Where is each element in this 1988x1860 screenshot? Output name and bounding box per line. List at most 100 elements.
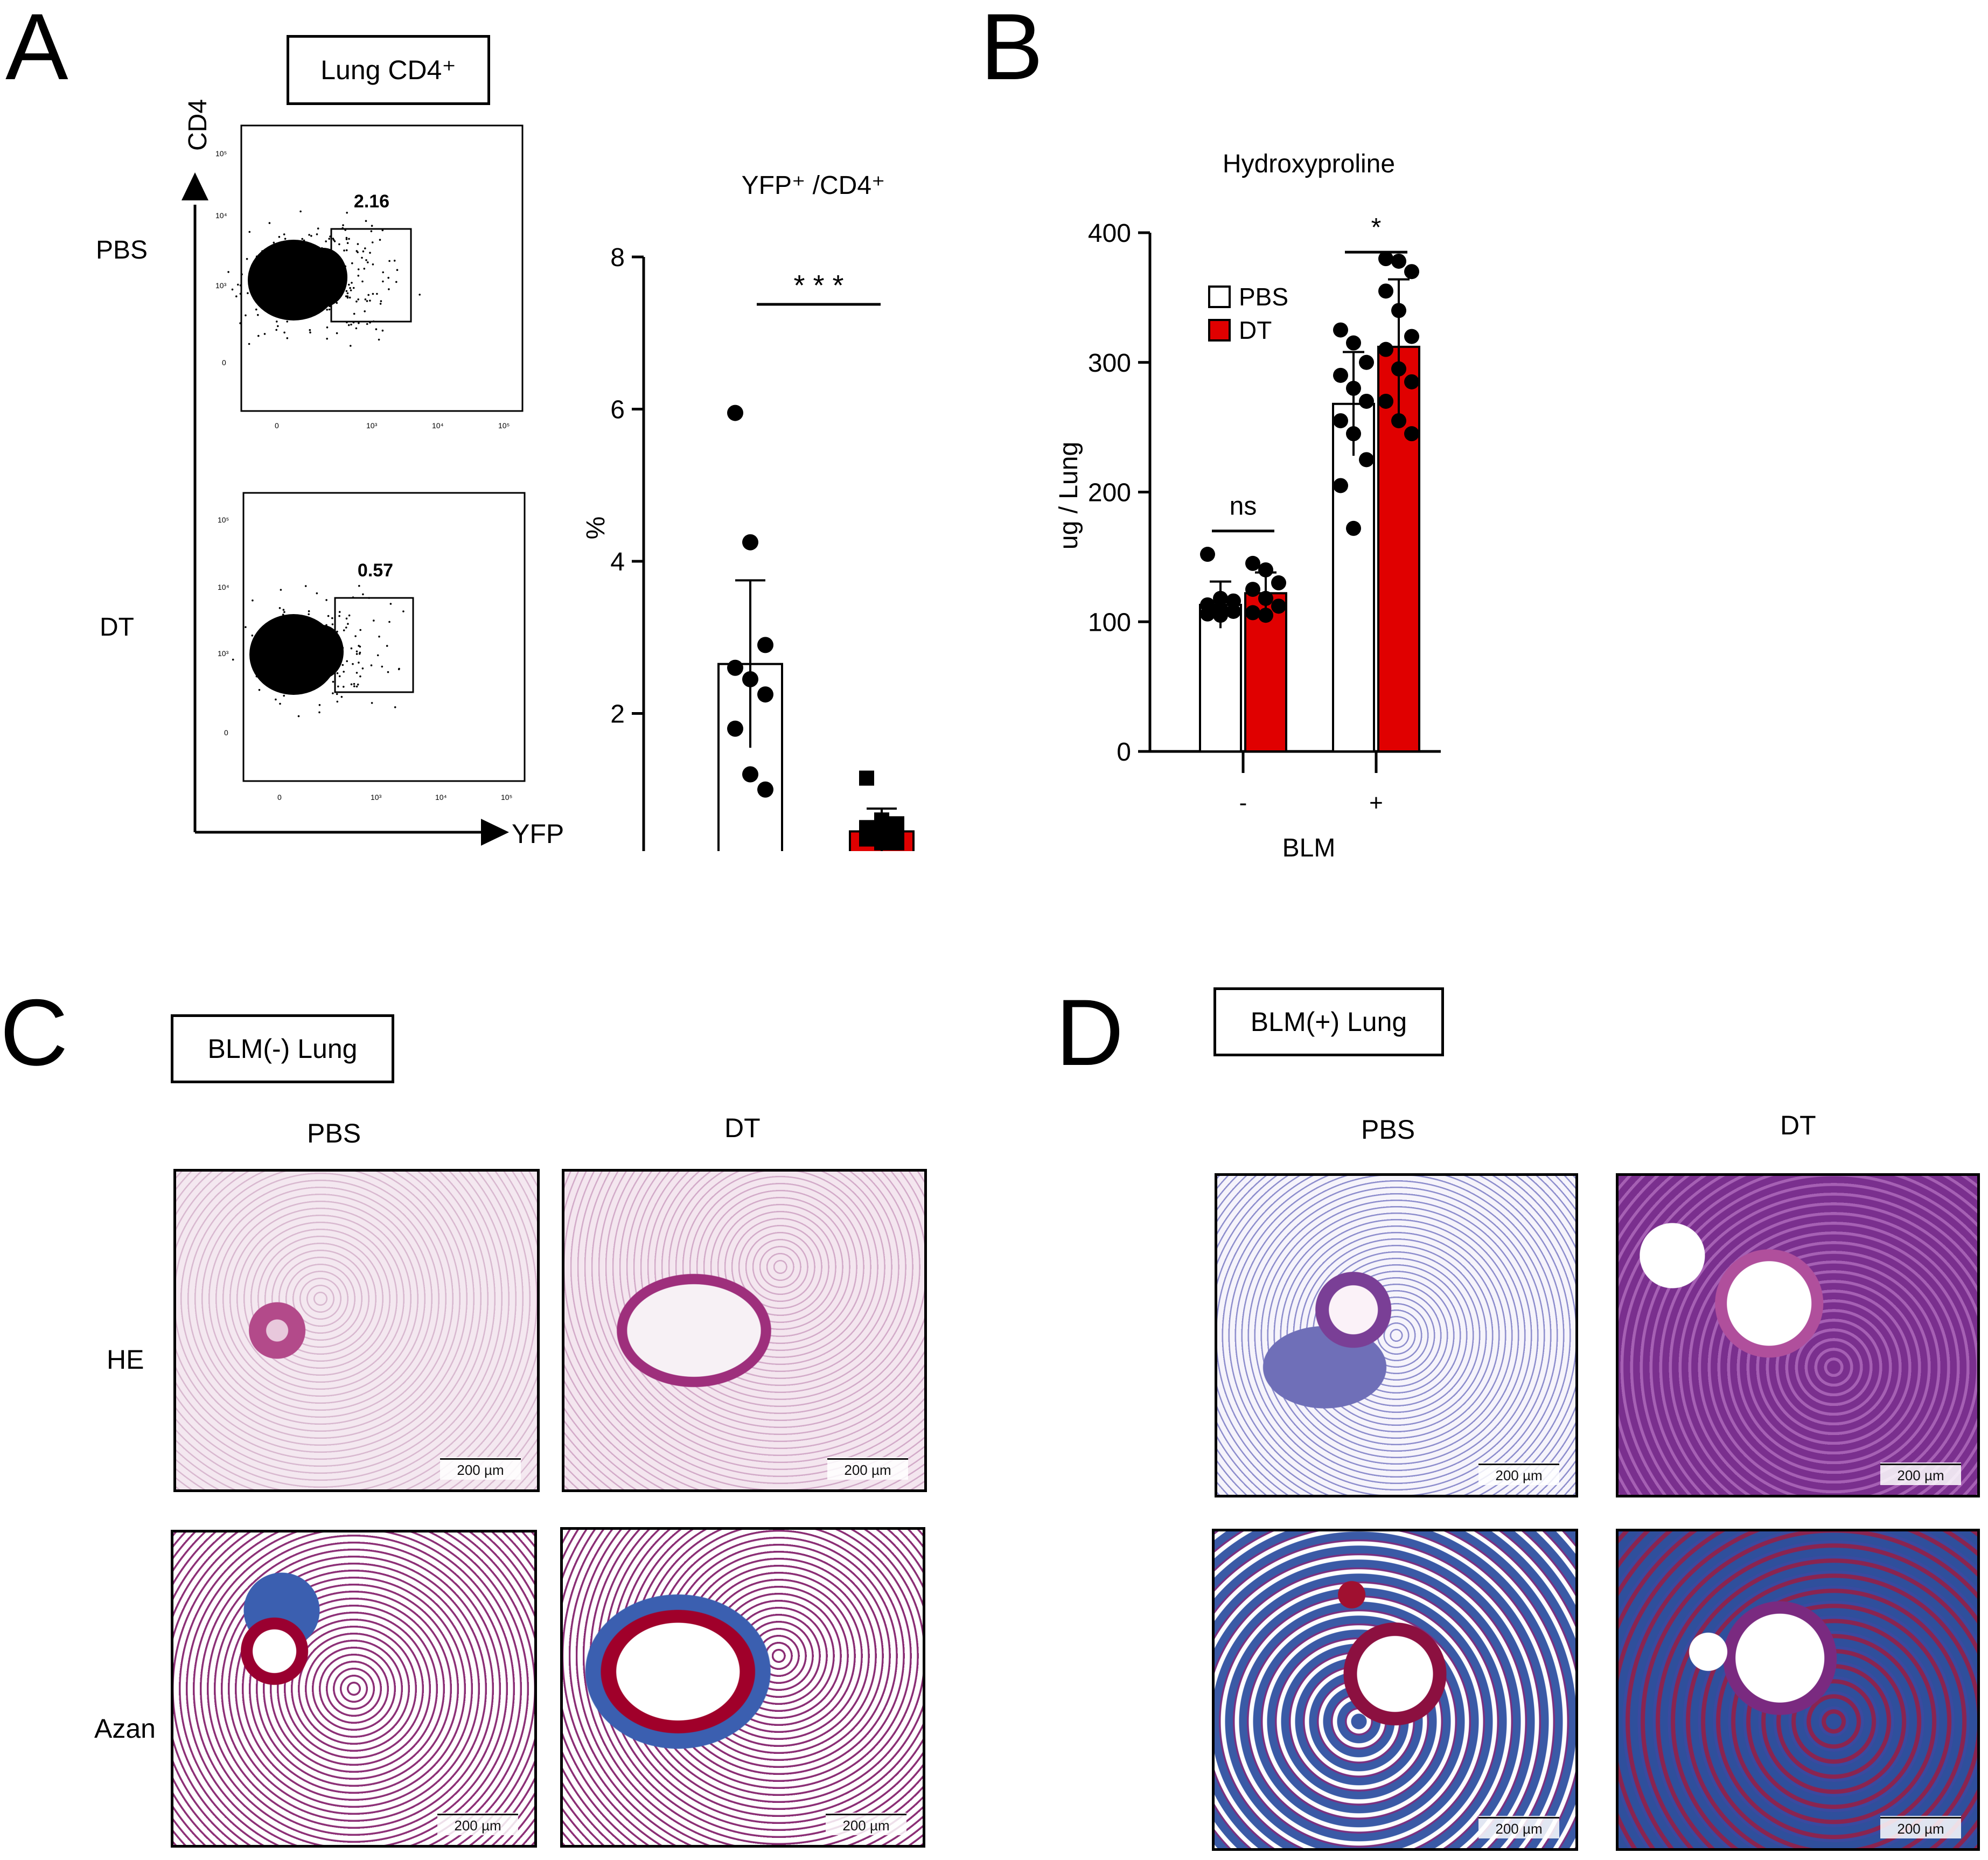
x-tick-label: + bbox=[1369, 790, 1383, 816]
cell-event-dot bbox=[345, 626, 347, 629]
data-point bbox=[1333, 322, 1348, 338]
y-tick-label: 6 bbox=[610, 396, 625, 424]
cell-event-dot bbox=[258, 675, 261, 678]
cell-event-dot bbox=[277, 325, 279, 328]
cell-event-dot bbox=[350, 647, 353, 650]
cell-event-dot bbox=[289, 658, 291, 661]
cell-event-dot bbox=[345, 617, 348, 620]
micrograph-c-azan-pbs: 200 µm bbox=[171, 1530, 537, 1848]
cell-event-dot bbox=[308, 684, 310, 686]
cell-event-dot bbox=[318, 704, 321, 706]
cell-event-dot bbox=[341, 664, 344, 666]
micrograph-c-he-dt: 200 µm bbox=[562, 1169, 927, 1492]
cell-event-dot bbox=[297, 715, 300, 717]
cell-event-dot bbox=[338, 611, 341, 613]
cell-event-dot bbox=[388, 288, 390, 290]
ytick-pbs-0: 0 bbox=[222, 358, 226, 367]
cell-event-dot bbox=[370, 230, 373, 233]
cell-event-dot bbox=[345, 236, 348, 239]
scale-bar: 200 µm bbox=[1478, 1816, 1559, 1838]
cell-event-dot bbox=[292, 257, 295, 260]
chart-a-ylabel: % bbox=[582, 517, 610, 540]
cell-event-dot bbox=[284, 238, 287, 240]
y-tick-label: 400 bbox=[1088, 219, 1131, 248]
ytick-pbs-1e5: 10⁵ bbox=[215, 149, 227, 158]
xtick-dt-1e5: 10⁵ bbox=[501, 793, 512, 802]
cell-event-dot bbox=[358, 652, 361, 655]
cell-event-dot bbox=[255, 675, 258, 678]
chart-yfp-cd4: YFP⁺ /CD4⁺ % 02468PBSDT* * * bbox=[582, 171, 915, 851]
cell-event-dot bbox=[338, 243, 340, 246]
cell-event-dot bbox=[350, 289, 352, 291]
cell-event-dot bbox=[323, 673, 325, 675]
cell-event-dot bbox=[336, 672, 339, 674]
cell-event-dot bbox=[376, 654, 379, 657]
cell-event-dot bbox=[267, 628, 270, 630]
cell-event-dot bbox=[332, 680, 334, 683]
cell-event-dot bbox=[273, 280, 275, 282]
cell-event-dot bbox=[348, 614, 351, 617]
cell-event-dot bbox=[332, 692, 334, 694]
cell-event-dot bbox=[275, 290, 277, 293]
cell-event-dot bbox=[326, 338, 328, 340]
cell-event-dot bbox=[348, 283, 350, 286]
data-point bbox=[757, 637, 773, 653]
chart-b-ylabel: ug / Lung bbox=[1055, 442, 1083, 549]
panel-d-col-pbs: PBS bbox=[1361, 1114, 1415, 1145]
cell-event-dot bbox=[355, 653, 358, 655]
legend-swatch-dt bbox=[1208, 319, 1231, 342]
data-point bbox=[1271, 598, 1286, 614]
cell-event-dot bbox=[335, 665, 338, 667]
data-point bbox=[1258, 590, 1273, 606]
cell-event-dot bbox=[301, 253, 303, 255]
cell-event-dot bbox=[338, 675, 341, 678]
cell-event-dot bbox=[357, 298, 359, 301]
cell-event-dot bbox=[336, 332, 338, 335]
cell-event-dot bbox=[345, 249, 348, 252]
cell-event-dot bbox=[305, 273, 308, 275]
cell-event-dot bbox=[264, 299, 267, 302]
cell-event-dot bbox=[357, 275, 360, 277]
cell-event-dot bbox=[331, 300, 333, 302]
cell-event-dot bbox=[310, 681, 312, 683]
data-point bbox=[859, 770, 874, 786]
cell-event-dot bbox=[232, 658, 234, 661]
cell-event-dot bbox=[362, 593, 364, 596]
cell-event-dot bbox=[286, 337, 289, 339]
data-point bbox=[1391, 361, 1406, 377]
cell-event-dot bbox=[310, 649, 312, 651]
cell-event-dot bbox=[386, 645, 388, 647]
cell-event-dot bbox=[348, 296, 351, 299]
cell-event-dot bbox=[332, 238, 334, 240]
cell-event-dot bbox=[336, 693, 338, 695]
ytick-pbs-1e3: 10³ bbox=[215, 281, 227, 290]
cell-event-dot bbox=[325, 288, 328, 291]
data-point bbox=[1226, 603, 1241, 619]
xtick-dt-0: 0 bbox=[277, 793, 282, 802]
cell-event-dot bbox=[345, 238, 348, 240]
cell-event-dot bbox=[382, 271, 384, 274]
cell-event-dot bbox=[305, 309, 308, 311]
cell-event-dot bbox=[332, 645, 334, 648]
cell-event-dot bbox=[297, 289, 299, 291]
cell-event-dot bbox=[379, 303, 382, 305]
gate-value-pbs: 2.16 bbox=[354, 191, 389, 212]
cell-event-dot bbox=[338, 295, 340, 297]
scale-bar: 200 µm bbox=[826, 1813, 906, 1835]
cell-event-dot bbox=[262, 287, 264, 289]
cell-event-dot bbox=[355, 300, 358, 303]
panel-d-col-dt: DT bbox=[1780, 1110, 1816, 1140]
cell-event-dot bbox=[255, 308, 257, 311]
significance-label: * bbox=[1371, 213, 1382, 242]
cell-event-dot bbox=[352, 596, 354, 598]
cell-event-dot bbox=[312, 269, 315, 271]
cell-event-dot bbox=[322, 267, 324, 270]
cell-event-dot bbox=[276, 321, 278, 323]
flow-pbs-ticks: 10⁵ 10⁴ 10³ 0 0 10³ 10⁴ 10⁵ bbox=[215, 149, 510, 430]
cell-event-dot bbox=[258, 689, 261, 691]
cell-event-dot bbox=[387, 671, 389, 673]
cell-event-dot bbox=[315, 305, 317, 308]
cell-event-dot bbox=[295, 661, 298, 664]
data-point bbox=[742, 766, 758, 783]
cell-event-dot bbox=[332, 652, 334, 655]
